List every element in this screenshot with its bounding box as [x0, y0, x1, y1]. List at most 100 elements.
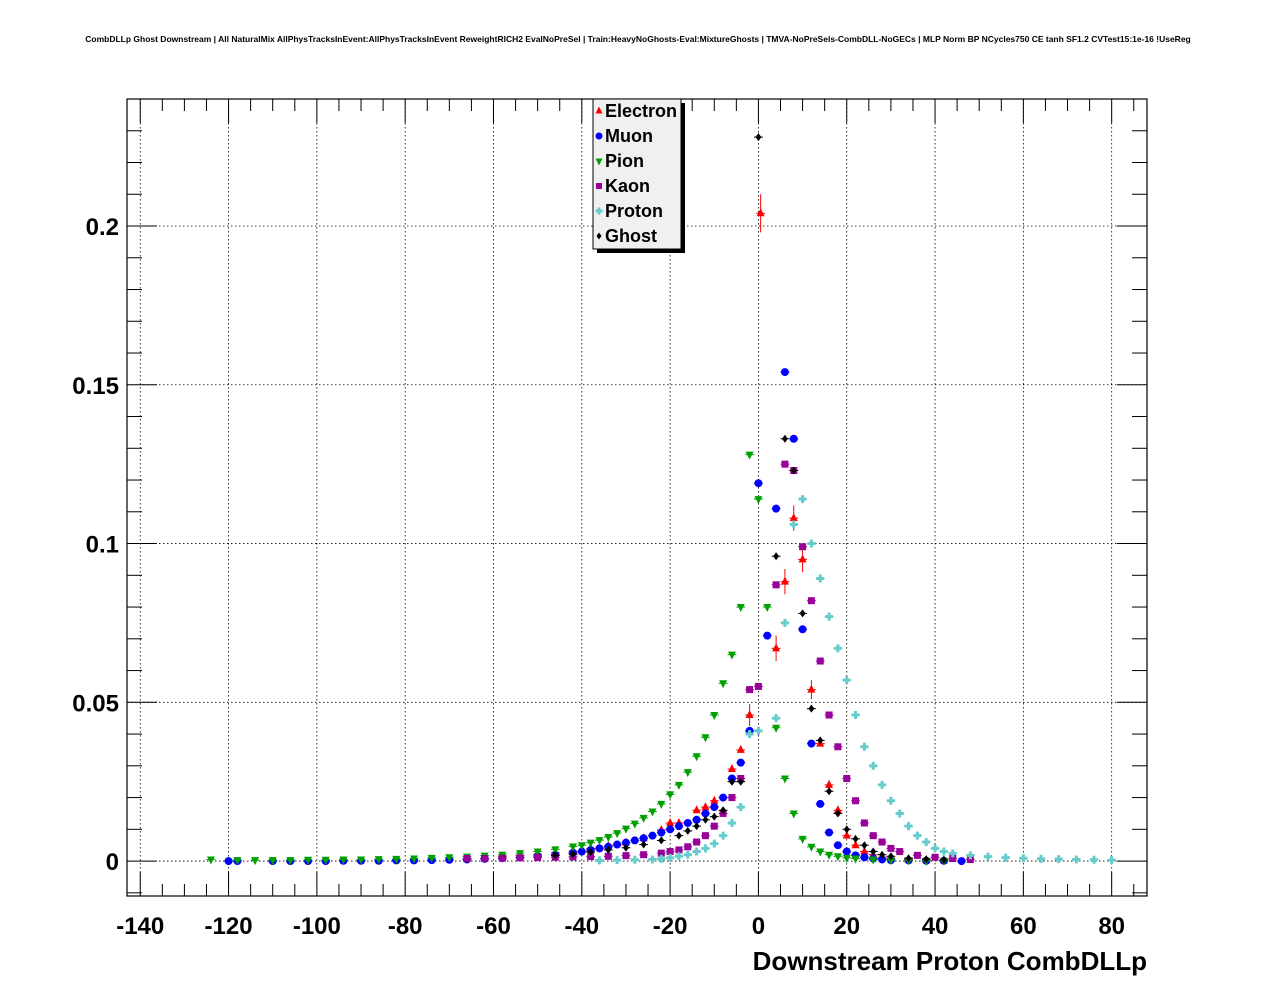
data-point — [640, 840, 647, 849]
data-point — [923, 855, 930, 864]
data-point — [756, 208, 765, 217]
legend-marker — [596, 183, 602, 189]
data-point — [684, 843, 692, 851]
data-point — [657, 849, 665, 857]
x-tick-label: 40 — [922, 913, 949, 940]
axis-ticks — [127, 99, 1147, 896]
data-point — [878, 855, 887, 864]
data-point — [763, 604, 772, 613]
data-point — [842, 676, 851, 685]
data-point — [807, 539, 816, 548]
data-point — [727, 651, 736, 660]
data-point — [808, 704, 815, 713]
data-point — [754, 496, 763, 505]
data-point — [1107, 856, 1116, 865]
legend-marker — [595, 158, 603, 166]
data-point — [781, 460, 789, 468]
data-point — [701, 844, 710, 853]
data-point — [639, 814, 648, 823]
data-point — [321, 856, 330, 865]
data-point — [445, 854, 454, 863]
data-point — [736, 744, 745, 753]
y-tick-label: 0.15 — [72, 373, 119, 400]
data-point — [587, 853, 595, 861]
data-point — [701, 734, 710, 743]
legend-marker — [595, 106, 603, 114]
data-point — [595, 837, 604, 846]
data-point — [843, 825, 850, 834]
data-point — [789, 520, 798, 529]
data-point — [1001, 853, 1010, 862]
x-tick-label: 60 — [1010, 913, 1037, 940]
series-ghost — [550, 133, 949, 864]
data-point — [772, 504, 781, 513]
data-point — [586, 839, 595, 848]
data-point — [630, 836, 639, 845]
data-point — [674, 822, 683, 831]
x-tick-label: -60 — [476, 913, 511, 940]
data-point — [870, 847, 877, 856]
data-point — [833, 841, 842, 850]
data-point — [807, 597, 815, 605]
data-point — [304, 856, 313, 865]
data-point — [816, 574, 825, 583]
legend-item-electron: Electron — [595, 101, 677, 121]
data-point — [887, 852, 894, 861]
data-point — [737, 777, 744, 786]
data-point — [798, 495, 807, 504]
data-point — [922, 838, 931, 847]
data-point — [657, 800, 666, 809]
legend-item-proton: Proton — [595, 201, 663, 221]
data-point — [710, 795, 719, 804]
data-point — [692, 753, 701, 762]
data-point — [842, 847, 851, 856]
legend-label: Proton — [605, 201, 663, 221]
data-point — [728, 794, 736, 802]
data-point — [948, 849, 957, 858]
data-points — [206, 133, 1117, 866]
data-point — [772, 581, 780, 589]
data-point — [746, 686, 754, 694]
data-point — [878, 838, 886, 846]
data-point — [807, 739, 816, 748]
data-point — [613, 840, 622, 849]
data-point — [896, 848, 904, 856]
data-point — [816, 799, 825, 808]
data-point — [666, 853, 675, 862]
data-point — [710, 839, 719, 848]
data-point — [577, 847, 586, 856]
data-point — [719, 680, 728, 689]
data-point — [860, 846, 869, 855]
data-point — [736, 803, 745, 812]
legend-item-kaon: Kaon — [596, 176, 650, 196]
data-point — [798, 835, 807, 844]
data-point — [860, 742, 869, 751]
data-point — [224, 857, 233, 866]
y-tick-label: 0 — [106, 849, 119, 876]
data-point — [658, 836, 665, 845]
data-point — [798, 625, 807, 634]
x-tick-label: -140 — [116, 913, 164, 940]
x-tick-label: -80 — [388, 913, 423, 940]
data-point — [745, 730, 754, 739]
x-tick-label: -20 — [653, 913, 688, 940]
legend-box — [592, 98, 682, 250]
legend-label: Ghost — [605, 226, 657, 246]
data-point — [834, 809, 841, 818]
data-point — [833, 853, 842, 862]
data-point — [683, 769, 692, 778]
legend-item-muon: Muon — [595, 126, 653, 146]
data-point — [940, 855, 947, 864]
data-point — [666, 848, 674, 856]
data-point — [842, 830, 851, 839]
data-point — [648, 831, 657, 840]
data-point — [745, 451, 754, 460]
data-point — [604, 833, 613, 842]
data-point — [852, 797, 860, 805]
data-point — [825, 779, 834, 788]
data-point — [711, 812, 718, 821]
data-point — [1054, 855, 1063, 864]
x-tick-label: 20 — [833, 913, 860, 940]
data-point — [675, 846, 683, 854]
data-point — [693, 822, 700, 831]
